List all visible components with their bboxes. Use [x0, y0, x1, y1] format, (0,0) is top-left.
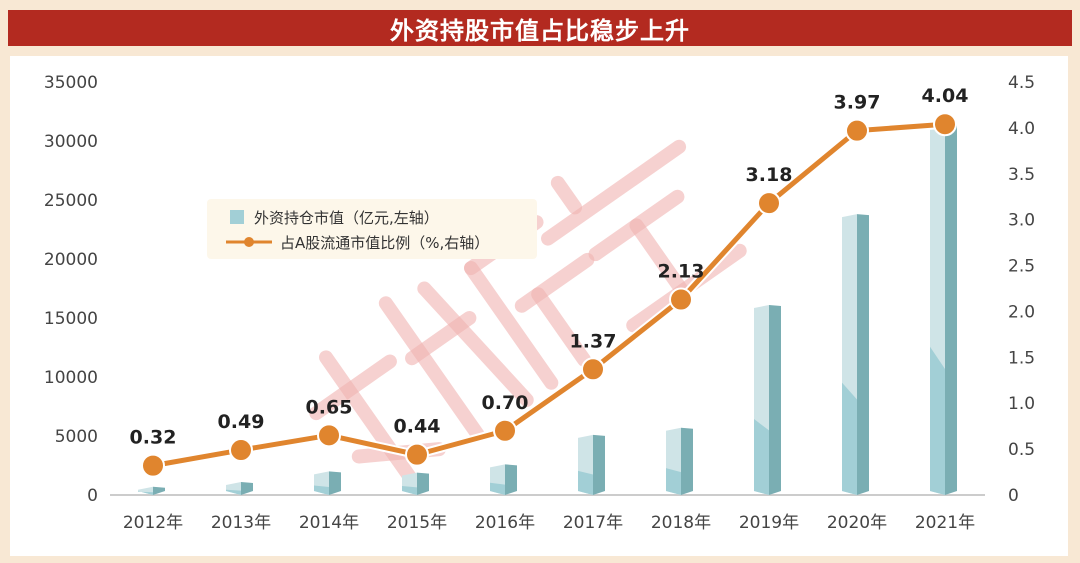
- legend-box: [207, 199, 537, 259]
- right-axis-tick: 1.0: [1008, 394, 1035, 414]
- bar-front-shade: [666, 468, 681, 495]
- line-point: [757, 191, 781, 216]
- watermark-stroke: [378, 296, 485, 442]
- data-label: 3.18: [746, 164, 793, 186]
- data-label: 4.04: [922, 85, 969, 107]
- bar-side: [857, 214, 869, 495]
- data-label: 1.37: [570, 330, 617, 352]
- watermark-stroke: [629, 218, 690, 298]
- legend-line-label: 占A股流通市值比例（%,右轴）: [280, 234, 489, 252]
- bar-side: [505, 464, 517, 495]
- watermark-stroke: [550, 175, 583, 215]
- x-axis-tick: 2014年: [299, 513, 359, 533]
- x-axis-tick: 2020年: [827, 513, 887, 533]
- x-axis-tick: 2021年: [915, 513, 975, 533]
- bar-side: [681, 427, 693, 495]
- watermark-stroke: [309, 354, 397, 421]
- watermark-stroke: [514, 252, 595, 313]
- watermark: [309, 139, 747, 488]
- data-label: 0.65: [306, 396, 353, 418]
- x-axis-tick: 2012年: [123, 513, 183, 533]
- line-point: [405, 442, 429, 467]
- watermark-stroke: [417, 281, 534, 407]
- bar-front-shade: [930, 346, 945, 495]
- line-point: [493, 418, 517, 443]
- left-axis-tick: 15000: [44, 309, 98, 329]
- bar-side: [417, 472, 429, 495]
- x-axis-tick: 2013年: [211, 513, 271, 533]
- bar-front-shade: [402, 486, 417, 495]
- x-axis-tick: 2016年: [475, 513, 535, 533]
- line-point: [933, 112, 957, 137]
- data-label: 3.97: [834, 92, 881, 114]
- watermark-stroke: [464, 261, 559, 390]
- data-label: 0.70: [482, 392, 529, 414]
- right-axis-tick: 3.0: [1008, 211, 1035, 231]
- bar-side: [769, 305, 781, 495]
- bar-side: [945, 124, 957, 495]
- data-label: 0.44: [394, 416, 441, 438]
- bar-side: [153, 486, 165, 495]
- line-series: [152, 121, 946, 469]
- right-axis-tick: 3.5: [1008, 165, 1035, 185]
- right-axis-tick: 0.5: [1008, 440, 1035, 460]
- left-axis-tick: 10000: [44, 368, 98, 388]
- watermark-stroke: [541, 139, 687, 246]
- x-axis-tick: 2019年: [739, 513, 799, 533]
- line-point: [845, 118, 869, 143]
- right-axis-tick: 1.5: [1008, 348, 1035, 368]
- left-axis-tick: 25000: [44, 191, 98, 211]
- right-axis-tick: 2.5: [1008, 257, 1035, 277]
- left-axis-tick: 30000: [44, 132, 98, 152]
- line-point: [229, 438, 253, 463]
- title-bar: 外资持股市值占比稳步上升: [0, 0, 1080, 50]
- line-point: [669, 287, 693, 312]
- data-label: 2.13: [658, 261, 705, 283]
- data-label: 0.32: [130, 427, 177, 449]
- legend-bar-swatch: [230, 210, 244, 224]
- line-point: [141, 453, 165, 478]
- bar-front-shade: [314, 485, 329, 495]
- bar-front-shade: [138, 491, 153, 495]
- bar-front-shade: [490, 482, 505, 495]
- bar-side: [593, 434, 605, 495]
- right-axis-tick: 0: [1008, 486, 1019, 506]
- bar-side: [241, 482, 253, 495]
- bar-front-shade: [754, 419, 769, 495]
- bar-front-shade: [226, 489, 241, 495]
- line-point: [581, 357, 605, 382]
- line-point: [317, 423, 341, 448]
- x-axis-tick: 2015年: [387, 513, 447, 533]
- left-axis-tick: 35000: [44, 73, 98, 93]
- legend-line-marker: [244, 237, 254, 247]
- watermark-stroke: [531, 287, 592, 367]
- bar-front-shade: [578, 470, 593, 495]
- chart-title: 外资持股市值占比稳步上升: [390, 16, 690, 45]
- right-axis-tick: 4.5: [1008, 73, 1035, 93]
- bar-side: [329, 471, 341, 495]
- x-axis-tick: 2017年: [563, 513, 623, 533]
- right-axis-tick: 4.0: [1008, 119, 1035, 139]
- left-axis-tick: 20000: [44, 250, 98, 270]
- bar-front-shade: [842, 382, 857, 495]
- left-axis-tick: 5000: [55, 427, 98, 447]
- x-axis-tick: 2018年: [651, 513, 711, 533]
- left-axis-tick: 0: [87, 486, 98, 506]
- data-label: 0.49: [218, 411, 265, 433]
- right-axis-tick: 2.0: [1008, 302, 1035, 322]
- legend-bar-label: 外资持仓市值（亿元,左轴）: [254, 209, 439, 227]
